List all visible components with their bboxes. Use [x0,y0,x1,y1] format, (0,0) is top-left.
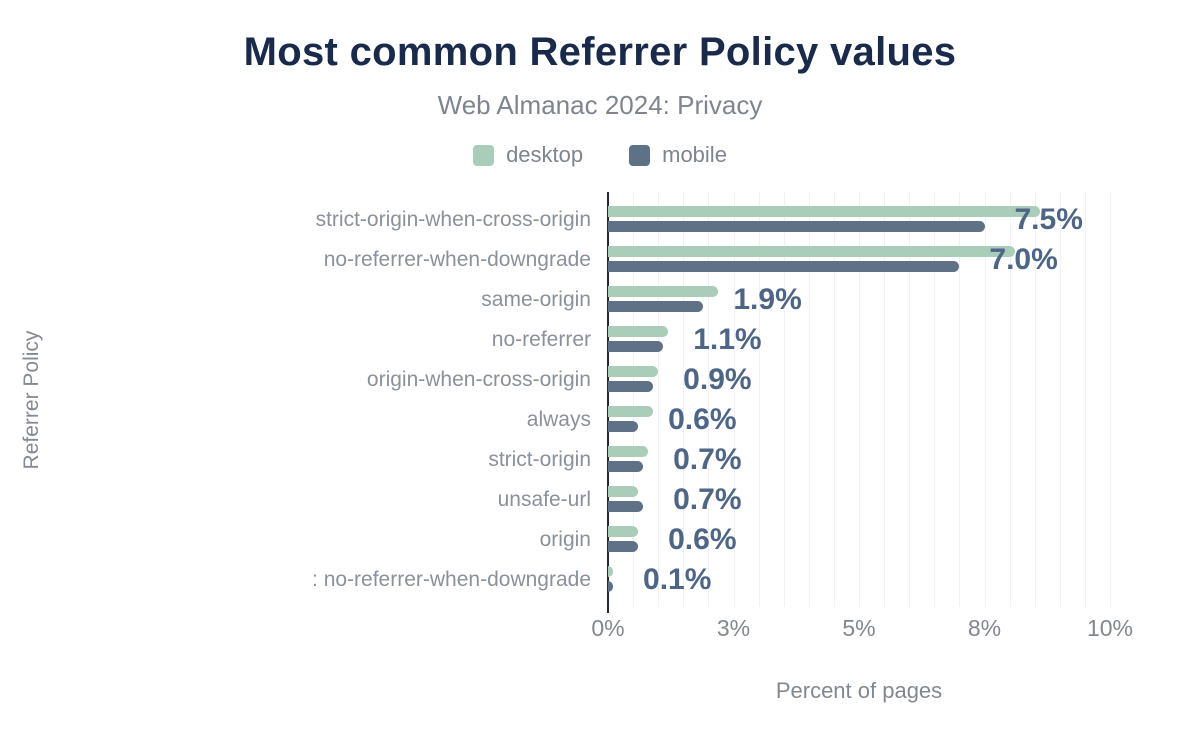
bar-row: 0.1% [608,560,1110,600]
gridline [1034,192,1036,607]
gridline [833,192,835,607]
value-label: 0.7% [673,443,742,476]
category-labels: strict-origin-when-cross-origin no-referr… [0,200,600,600]
value-label: 7.0% [989,243,1058,276]
gridline [633,192,635,607]
bar-desktop [608,366,659,377]
gridline [1084,192,1086,607]
legend-item-mobile: mobile [629,142,727,168]
gridline [1110,192,1111,607]
value-label: 0.9% [683,363,752,396]
gridline [1059,192,1061,607]
bar-mobile [608,501,644,512]
bar-mobile [608,421,639,432]
bar-row: 7.0% [608,240,1110,280]
value-label: 0.7% [673,483,742,516]
bar-mobile [608,341,664,352]
bar-desktop [608,486,639,497]
gridline [808,192,810,607]
category-label: no-referrer [491,328,591,351]
x-tick-label: 3% [716,615,751,641]
bar-rows: 7.5% 7.0% 1.9% 1.1% 0.9% 0.6% 0.7% 0.7% 0.6% 0.1% [608,200,1110,600]
gridline [758,192,760,607]
bar-row: 0.9% [608,360,1110,400]
x-tick-label: 8% [967,615,1002,641]
gridline [733,192,735,607]
chart-title: Most common Referrer Policy values [243,30,957,74]
value-label: 1.9% [733,283,802,316]
x-tick-label: 5% [842,615,876,641]
category-label: strict-origin [488,448,591,471]
category-label: always [526,408,591,431]
category-label: no-referrer-when-downgrade [323,248,591,271]
value-label: 0.6% [668,523,737,556]
x-tick-label: 0% [591,615,625,641]
bar-desktop [608,446,649,457]
gridline [884,192,886,607]
value-label: 0.1% [643,563,712,596]
bar-desktop [608,526,639,537]
legend-item-desktop: desktop [473,142,583,168]
bar-row: 0.6% [608,520,1110,560]
plot-area: 7.5% 7.0% 1.9% 1.1% 0.9% 0.6% 0.7% 0.7% 0.6% 0.1% [607,192,1111,613]
gridline [984,192,986,607]
category-label: strict-origin-when-cross-origin [315,208,591,231]
gridline [859,192,860,607]
bar-desktop [608,286,719,297]
bar-row: 1.9% [608,280,1110,320]
bar-desktop [608,566,614,577]
bar-row: 1.1% [608,320,1110,360]
category-label: : no-referrer-when-downgrade [312,568,591,591]
gridline [708,192,710,607]
bar-desktop [608,326,669,337]
value-label: 1.1% [693,323,762,356]
legend-label-desktop: desktop [506,142,584,167]
bar-desktop [608,406,654,417]
bar-row: 0.7% [608,440,1110,480]
category-label: same-origin [481,288,591,311]
gridline [909,192,911,607]
bar-mobile [608,301,704,312]
x-tick-label: 10% [1086,615,1134,641]
legend-swatch-desktop-icon [473,144,495,166]
gridline [1009,192,1011,607]
category-label: origin-when-cross-origin [366,368,591,391]
bar-row: 0.7% [608,480,1110,520]
legend-swatch-mobile-icon [629,144,651,166]
gridline [959,192,961,607]
bar-desktop [608,206,1040,217]
bar-mobile [608,221,985,232]
bar-mobile [608,541,639,552]
gridline [783,192,785,607]
gridline [658,192,660,607]
x-axis-zero-line [607,192,609,613]
bar-row: 0.6% [608,400,1110,440]
bar-mobile [608,381,654,392]
chart-subtitle: Web Almanac 2024: Privacy [437,90,763,120]
bar-mobile [608,461,644,472]
gridline [934,192,936,607]
gridline [683,192,685,607]
bar-mobile [608,261,960,272]
bar-mobile [608,581,614,592]
value-label: 0.6% [668,403,737,436]
value-label: 7.5% [1014,203,1083,236]
bar-row: 7.5% [608,200,1110,240]
bar-desktop [608,246,1015,257]
category-label: unsafe-url [497,488,591,511]
x-axis-title: Percent of pages [775,678,943,703]
category-label: origin [539,528,591,551]
legend-label-mobile: mobile [662,142,727,167]
legend: desktop mobile [0,142,1200,168]
